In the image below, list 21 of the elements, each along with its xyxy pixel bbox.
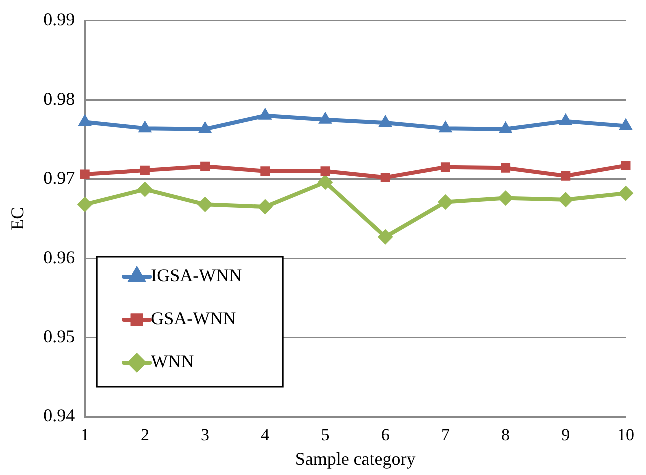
x-tick-label: 10 <box>618 426 634 445</box>
x-tick-label: 2 <box>140 426 150 445</box>
x-tick-label: 8 <box>502 426 510 445</box>
y-tick-label: 0.94 <box>44 406 76 426</box>
y-tick-label: 0.96 <box>44 247 76 268</box>
y-tick-label: 0.99 <box>44 10 76 30</box>
x-tick-label: 4 <box>261 426 270 445</box>
x-tick-label: 5 <box>321 426 330 445</box>
y-tick-label: 0.98 <box>44 88 76 109</box>
y-tick-label: 0.95 <box>44 326 76 346</box>
legend-label: GSA-WNN <box>151 308 236 329</box>
legend-label: IGSA-WNN <box>151 266 242 286</box>
y-axis-title: EC <box>8 207 28 230</box>
x-tick-label: 6 <box>381 426 390 445</box>
legend-label: WNN <box>151 352 194 372</box>
x-tick-label: 9 <box>562 426 570 445</box>
x-tick-label: 1 <box>80 426 90 445</box>
x-axis-title: Sample category <box>295 448 416 469</box>
x-tick-label: 3 <box>201 426 210 445</box>
y-tick-label: 0.97 <box>44 168 76 188</box>
x-tick-label: 7 <box>441 426 450 445</box>
